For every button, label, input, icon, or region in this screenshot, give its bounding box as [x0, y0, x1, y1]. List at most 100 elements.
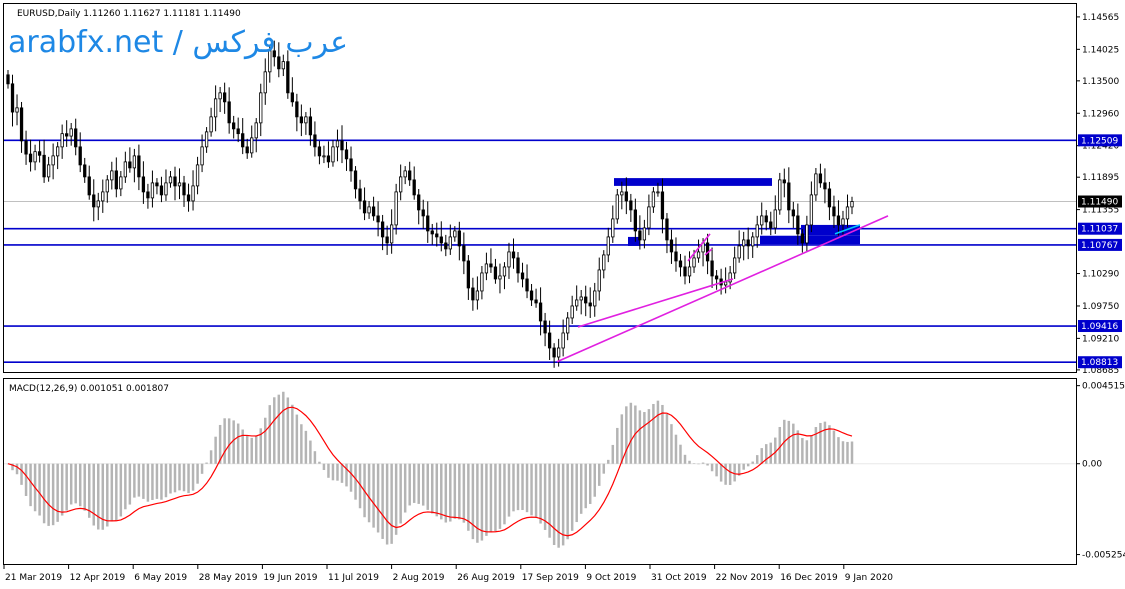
macd-bar [146, 463, 150, 502]
candle-body [367, 206, 371, 214]
candle-body [236, 128, 240, 135]
trendline[interactable] [704, 248, 713, 256]
candle-body [692, 257, 696, 268]
candle-body [182, 182, 186, 196]
candle-body [358, 188, 362, 202]
macd-tick-label: -0.005254 [1082, 551, 1125, 561]
macd-bar [232, 420, 235, 464]
candle-body [277, 56, 281, 70]
candle-body [403, 170, 407, 178]
zone-rect[interactable] [801, 224, 860, 236]
candle-body [119, 176, 123, 190]
candle-body [56, 146, 60, 157]
macd-bar [837, 437, 840, 464]
candle-body [444, 242, 448, 250]
candle-body [28, 153, 33, 163]
x-tick-label: 9 Oct 2019 [586, 573, 636, 583]
macd-tick-label: 0.00 [1082, 460, 1102, 470]
macd-bar [656, 400, 660, 464]
candle-body [466, 260, 471, 289]
macd-bar [403, 463, 407, 513]
candle-body [349, 158, 353, 172]
macd-bar [38, 463, 41, 516]
macd-bar [286, 397, 290, 464]
candle-body [290, 92, 294, 103]
candle-body [128, 161, 132, 169]
candle-body [611, 218, 615, 238]
macd-bar [101, 463, 105, 530]
macd-axis: 0.004515 0.00 -0.005254 [1076, 382, 1125, 561]
candle-body [484, 263, 489, 274]
macd-bar [124, 463, 127, 510]
candle-body [520, 272, 525, 280]
macd-bar [304, 430, 308, 464]
macd-bar [47, 463, 50, 526]
macd-bar [173, 463, 177, 493]
macd-bar [169, 463, 172, 494]
candle-body [642, 227, 647, 241]
candle-body [462, 245, 466, 262]
x-tick-label: 12 Apr 2019 [70, 573, 126, 583]
macd-bar [273, 397, 276, 464]
macd-bar [56, 463, 59, 522]
candle-body [6, 74, 10, 85]
y-tick-label: 1.13500 [1082, 77, 1119, 87]
candle-body [525, 278, 529, 292]
zone-rect[interactable] [628, 236, 640, 246]
macd-bar [394, 463, 398, 535]
y-tick-label: 1.14025 [1082, 45, 1119, 55]
candle-body [186, 194, 191, 202]
time-axis[interactable]: 21 Mar 2019 12 Apr 2019 6 May 2019 28 May 2… [3, 565, 893, 583]
trendline[interactable] [687, 233, 711, 262]
level-badge-label: 1.08813 [1081, 358, 1118, 368]
candle-body [760, 215, 764, 226]
candle-body [371, 206, 376, 217]
candle-body [534, 299, 538, 304]
macd-bar [652, 403, 655, 464]
candle-body [529, 290, 534, 301]
candle-body [633, 209, 637, 232]
candle-body [638, 230, 642, 241]
level-badge [1078, 134, 1122, 147]
candle-body [286, 61, 290, 94]
candle-body [227, 101, 231, 124]
trendline[interactable] [556, 215, 889, 363]
candle-body [304, 116, 308, 124]
price-axis[interactable]: 1.14565 1.14025 1.13500 1.12960 1.12420 1.118… [1076, 13, 1119, 376]
macd-bar [607, 459, 610, 464]
trendlines [556, 215, 889, 363]
candle-body [818, 173, 823, 184]
macd-bar [295, 414, 299, 464]
zone-rect[interactable] [614, 178, 772, 186]
level-badge [1078, 320, 1122, 333]
macd-bar [97, 463, 100, 530]
macd-series [4, 391, 1076, 548]
candle-body [24, 140, 28, 155]
macd-bar [611, 444, 615, 464]
trendline-cyan[interactable] [834, 224, 861, 235]
macd-bar [751, 461, 754, 464]
macd-bar [155, 463, 159, 499]
trendline[interactable] [577, 278, 734, 328]
candle-body [105, 179, 109, 193]
macd-bar [20, 463, 23, 485]
macd-bar [814, 427, 818, 464]
candle-body [751, 236, 755, 247]
y-tick-label: 1.11355 [1082, 206, 1119, 216]
macd-bar [548, 463, 551, 538]
macd-bar [724, 463, 727, 485]
macd-bar [570, 463, 574, 531]
candle-body [173, 176, 177, 187]
candle-body [593, 290, 597, 307]
macd-bar [692, 463, 696, 464]
candle-body [742, 239, 746, 247]
candles [6, 40, 854, 368]
candle-body [10, 83, 15, 113]
candle-body [326, 155, 331, 163]
candle-body [426, 215, 430, 232]
zone-rect[interactable] [760, 235, 860, 245]
candle-body [295, 101, 299, 118]
macd-bar [539, 463, 542, 524]
candle-body [101, 191, 105, 202]
candle-body [191, 185, 195, 202]
